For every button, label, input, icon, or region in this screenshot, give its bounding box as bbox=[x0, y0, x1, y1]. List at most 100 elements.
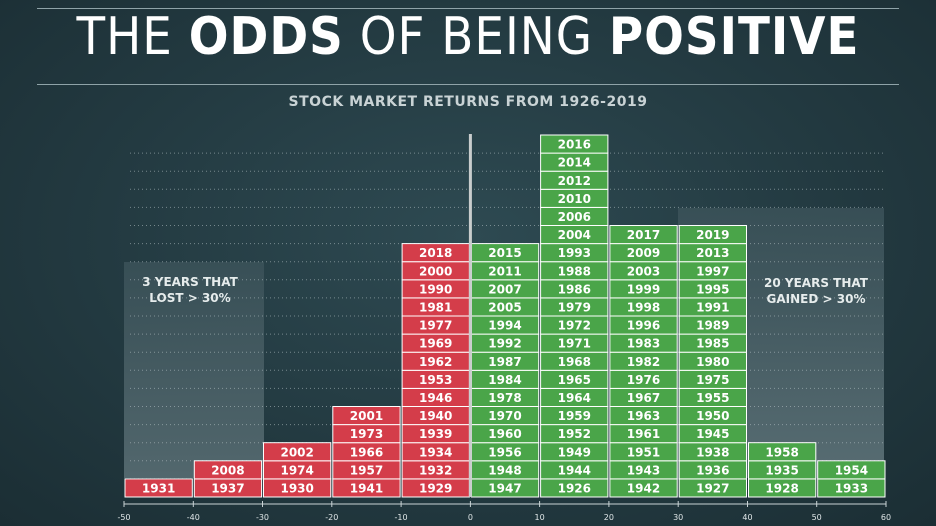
year-label: 1997 bbox=[696, 264, 729, 278]
year-label: 1956 bbox=[488, 445, 521, 459]
x-tick-label: -50 bbox=[117, 513, 130, 522]
year-label: 1950 bbox=[696, 409, 729, 423]
year-label: 1927 bbox=[696, 481, 729, 495]
year-label: 1929 bbox=[419, 481, 452, 495]
year-label: 1948 bbox=[488, 463, 521, 477]
year-cell bbox=[609, 225, 678, 245]
year-label: 2000 bbox=[419, 264, 452, 278]
year-label: 1984 bbox=[488, 373, 521, 387]
chart-subtitle: STOCK MARKET RETURNS FROM 1926-2019 bbox=[288, 94, 648, 110]
year-label: 1955 bbox=[696, 391, 729, 405]
title-bottom-rule bbox=[37, 84, 899, 85]
year-label: 1926 bbox=[558, 481, 591, 495]
year-label: 1999 bbox=[627, 282, 660, 296]
x-tick-label: -10 bbox=[395, 513, 408, 522]
year-label: 2001 bbox=[350, 409, 383, 423]
year-label: 1945 bbox=[696, 427, 729, 441]
year-label: 1985 bbox=[696, 337, 729, 351]
page-title: THE ODDS OF BEING POSITIVE bbox=[0, 2, 936, 72]
year-label: 1949 bbox=[558, 445, 591, 459]
year-label: 1932 bbox=[419, 463, 452, 477]
year-label: 1959 bbox=[558, 409, 591, 423]
year-label: 1965 bbox=[558, 373, 591, 387]
year-label: 1942 bbox=[627, 481, 660, 495]
year-label: 1939 bbox=[419, 427, 452, 441]
year-cell bbox=[817, 460, 886, 480]
year-label: 1936 bbox=[696, 463, 729, 477]
year-label: 1983 bbox=[627, 337, 660, 351]
year-label: 1935 bbox=[765, 463, 798, 477]
year-label: 2002 bbox=[280, 445, 313, 459]
year-label: 2004 bbox=[558, 228, 591, 242]
year-label: 1944 bbox=[558, 463, 591, 477]
year-label: 2016 bbox=[558, 138, 591, 152]
x-tick-label: 50 bbox=[812, 513, 822, 522]
year-label: 2012 bbox=[558, 174, 591, 188]
year-label: 1958 bbox=[765, 445, 798, 459]
year-label: 2014 bbox=[558, 156, 591, 170]
year-label: 1954 bbox=[835, 463, 868, 477]
x-axis: -50 -40 -30 -20 -10 0 10 20 30 40 50 60 bbox=[117, 134, 891, 522]
year-label: 2015 bbox=[488, 246, 521, 260]
year-label: 1978 bbox=[488, 391, 521, 405]
year-label: 1981 bbox=[419, 300, 452, 314]
x-tick-label: -20 bbox=[325, 513, 338, 522]
year-label: 1992 bbox=[488, 337, 521, 351]
year-label: 1966 bbox=[350, 445, 383, 459]
year-label: 1951 bbox=[627, 445, 660, 459]
year-label: 1968 bbox=[558, 355, 591, 369]
year-label: 1994 bbox=[488, 319, 521, 333]
year-label: 1930 bbox=[280, 481, 313, 495]
year-label: 2005 bbox=[488, 300, 521, 314]
year-label: 2009 bbox=[627, 246, 660, 260]
year-label: 1960 bbox=[488, 427, 521, 441]
year-label: 2008 bbox=[211, 463, 244, 477]
year-label: 1962 bbox=[419, 355, 452, 369]
year-label: 1943 bbox=[627, 463, 660, 477]
year-label: 1987 bbox=[488, 355, 521, 369]
year-cell bbox=[678, 225, 748, 245]
year-label: 1964 bbox=[558, 391, 591, 405]
year-label: 1933 bbox=[835, 481, 868, 495]
year-label: 1993 bbox=[558, 246, 591, 260]
year-label: 1976 bbox=[627, 373, 660, 387]
year-label: 1972 bbox=[558, 319, 591, 333]
year-cell bbox=[193, 460, 263, 480]
year-label: 1998 bbox=[627, 300, 660, 314]
x-tick-label: 30 bbox=[673, 513, 683, 522]
year-label: 2018 bbox=[419, 246, 452, 260]
year-label: 1991 bbox=[696, 300, 729, 314]
year-label: 2013 bbox=[696, 246, 729, 260]
year-label: 1947 bbox=[488, 481, 521, 495]
year-label: 1975 bbox=[696, 373, 729, 387]
year-label: 1967 bbox=[627, 391, 660, 405]
year-label: 1928 bbox=[765, 481, 798, 495]
year-label: 1979 bbox=[558, 300, 591, 314]
year-label: 1977 bbox=[419, 319, 452, 333]
x-tick-label: 40 bbox=[742, 513, 752, 522]
year-label: 1934 bbox=[419, 445, 452, 459]
loss-annotation: 3 YEARS THAT LOST > 30% bbox=[142, 275, 238, 305]
x-tick-label: -30 bbox=[256, 513, 269, 522]
year-label: 1971 bbox=[558, 337, 591, 351]
x-tick-label: 0 bbox=[468, 513, 473, 522]
year-label: 2003 bbox=[627, 264, 660, 278]
x-tick-label: -40 bbox=[187, 513, 200, 522]
year-label: 1940 bbox=[419, 409, 452, 423]
year-label: 1989 bbox=[696, 319, 729, 333]
x-tick-label: 20 bbox=[604, 513, 614, 522]
year-label: 1980 bbox=[696, 355, 729, 369]
year-label: 1986 bbox=[558, 282, 591, 296]
year-label: 2007 bbox=[488, 282, 521, 296]
year-label: 2019 bbox=[696, 228, 729, 242]
title-part-4: POSITIVE bbox=[608, 7, 860, 67]
gain-annotation: 20 YEARS THAT GAINED > 30% bbox=[764, 276, 868, 306]
title-part-1: THE bbox=[76, 7, 189, 67]
year-label: 1995 bbox=[696, 282, 729, 296]
year-cell bbox=[124, 478, 193, 498]
year-cell bbox=[332, 406, 401, 426]
year-label: 1957 bbox=[350, 463, 383, 477]
x-tick-label: 60 bbox=[881, 513, 891, 522]
year-label: 1970 bbox=[488, 409, 521, 423]
